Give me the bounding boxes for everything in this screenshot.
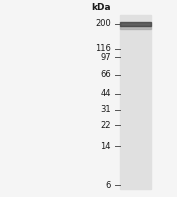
Text: 116: 116 — [95, 45, 111, 53]
Text: 6: 6 — [106, 181, 111, 190]
Text: 22: 22 — [101, 121, 111, 130]
Text: 14: 14 — [101, 142, 111, 151]
Text: 97: 97 — [100, 53, 111, 62]
Text: 66: 66 — [100, 70, 111, 79]
Text: 44: 44 — [101, 89, 111, 98]
Text: kDa: kDa — [92, 3, 111, 12]
Bar — [120, 16, 151, 189]
Text: 200: 200 — [95, 19, 111, 28]
Bar — [120, 22, 151, 26]
Bar — [120, 26, 151, 29]
Text: 31: 31 — [100, 105, 111, 114]
